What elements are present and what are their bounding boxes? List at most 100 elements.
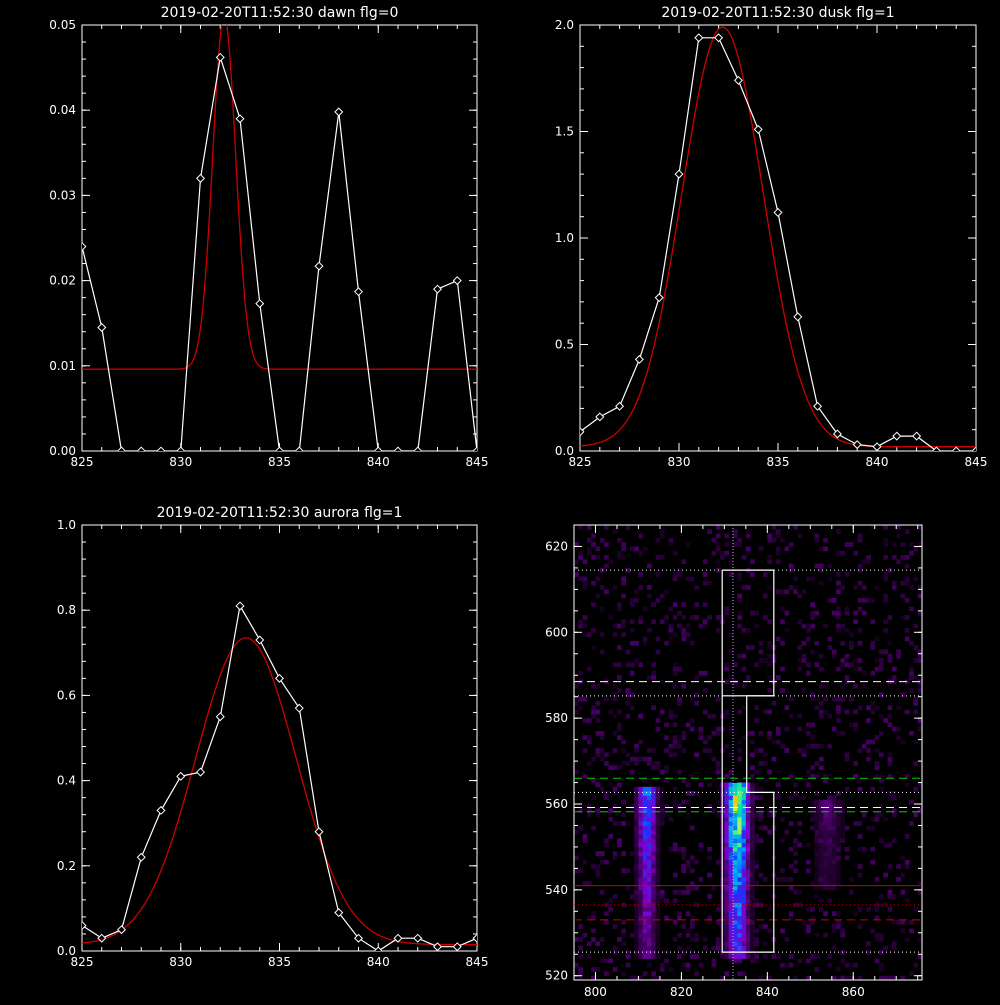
- heatmap-cell: [857, 606, 863, 612]
- heatmap-cell: [707, 855, 712, 861]
- heatmap-cell: [853, 683, 858, 689]
- heatmap-cell: [659, 769, 665, 775]
- heatmap-cell: [694, 859, 699, 865]
- heatmap-cell: [685, 782, 691, 788]
- heatmap-cell: [823, 877, 828, 882]
- heatmap-cell: [750, 825, 755, 831]
- heatmap-cell: [728, 829, 734, 835]
- heatmap-cell: [651, 825, 656, 831]
- heatmap-cell: [707, 529, 712, 534]
- heatmap-cell: [741, 872, 747, 878]
- heatmap-cell: [793, 902, 798, 908]
- heatmap-cell: [840, 834, 846, 839]
- chart-title: 2019-02-20T11:52:30 dusk flg=1: [661, 5, 894, 21]
- heatmap-cell: [629, 894, 635, 899]
- heatmap-cell: [574, 542, 579, 547]
- heatmap-cell: [737, 795, 742, 801]
- heatmap-cell: [634, 872, 639, 878]
- heatmap-cell: [586, 941, 592, 947]
- heatmap-cell: [737, 902, 742, 908]
- heatmap-cell: [891, 795, 897, 801]
- heatmap-cell: [604, 761, 609, 766]
- heatmap-cell: [612, 662, 618, 668]
- heatmap-cell: [797, 829, 803, 835]
- heatmap-cell: [857, 598, 863, 603]
- heatmap-cell: [599, 748, 605, 753]
- heatmap-cell: [823, 864, 828, 869]
- heatmap-cell: [724, 821, 730, 826]
- heatmap-cell: [913, 546, 919, 552]
- heatmap-cell: [724, 743, 730, 749]
- heatmap-cell: [724, 907, 730, 912]
- data-point: [413, 446, 423, 451]
- heatmap-cell: [642, 937, 648, 942]
- heatmap-cell: [690, 868, 695, 874]
- heatmap-cell: [818, 846, 824, 852]
- heatmap-cell: [853, 619, 858, 625]
- heatmap-cell: [651, 928, 656, 934]
- heatmap-cell: [849, 542, 854, 547]
- heatmap-cell: [836, 816, 841, 822]
- heatmap-cell: [793, 975, 798, 981]
- heatmap-cell: [634, 851, 639, 856]
- heatmap-cell: [870, 739, 876, 745]
- heatmap-cell: [733, 894, 738, 899]
- heatmap-cell: [677, 954, 682, 959]
- heatmap-cell: [651, 907, 656, 912]
- heatmap-cell: [823, 709, 828, 715]
- heatmap-cell: [741, 954, 747, 959]
- heatmap-cell: [887, 915, 893, 921]
- heatmap-cell: [913, 786, 919, 792]
- heatmap-cell: [638, 713, 644, 719]
- heatmap-cell: [745, 846, 751, 852]
- heatmap-cell: [728, 881, 734, 886]
- heatmap-cell: [745, 924, 751, 929]
- heatmap-cell: [737, 838, 742, 843]
- heatmap-cell: [617, 709, 622, 715]
- heatmap-cell: [681, 632, 687, 637]
- heatmap-cell: [763, 709, 768, 715]
- heatmap-cell: [634, 838, 639, 843]
- heatmap-cell: [844, 709, 850, 715]
- heatmap-cell: [634, 898, 639, 904]
- heatmap-cell: [625, 525, 631, 530]
- y-tick-label: 0.5: [555, 338, 574, 352]
- heatmap-cell: [801, 640, 807, 646]
- heatmap-cell: [745, 928, 751, 934]
- heatmap-cell: [733, 954, 738, 959]
- heatmap-cell: [741, 945, 747, 951]
- heatmap-cells: [574, 525, 923, 981]
- heatmap-cell: [741, 915, 747, 921]
- heatmap-cell: [702, 937, 708, 942]
- heatmap-cell: [754, 898, 760, 904]
- heatmap-cell: [909, 550, 914, 556]
- heatmap-cell: [728, 825, 734, 831]
- heatmap-cell: [642, 821, 648, 826]
- heatmap-cell: [634, 894, 639, 899]
- heatmap-cell: [647, 864, 652, 869]
- heatmap-cell: [741, 653, 747, 659]
- heatmap-cell: [638, 954, 644, 959]
- heatmap-cell: [806, 731, 811, 736]
- heatmap-cell: [750, 902, 755, 908]
- heatmap-cell: [647, 915, 652, 921]
- heatmap-cell: [634, 756, 639, 762]
- heatmap-cell: [642, 795, 648, 801]
- heatmap-cell: [728, 632, 734, 637]
- heatmap-cell: [702, 602, 708, 607]
- heatmap-cell: [638, 975, 644, 981]
- heatmap-cell: [831, 808, 837, 813]
- heatmap-cell: [849, 662, 854, 668]
- heatmap-cell: [737, 864, 742, 869]
- heatmap-cell: [668, 542, 674, 547]
- heatmap-cell: [801, 653, 807, 659]
- heatmap-cell: [806, 975, 811, 981]
- heatmap-cell: [827, 885, 833, 891]
- heatmap-cell: [625, 962, 631, 968]
- heatmap-cell: [647, 889, 652, 895]
- heatmap-cell: [690, 954, 695, 959]
- heatmap-cell: [844, 606, 850, 612]
- heatmap-cell: [655, 911, 661, 916]
- data-point: [753, 124, 763, 134]
- heatmap-cell: [625, 713, 631, 719]
